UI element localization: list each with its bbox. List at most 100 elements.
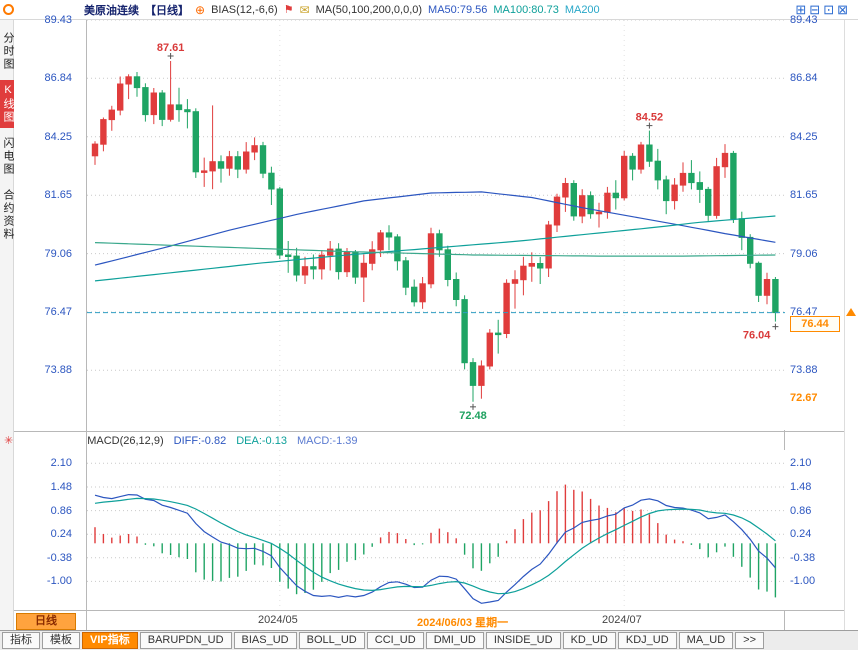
candle-up — [478, 365, 485, 386]
candle-up — [679, 172, 687, 186]
macd-header: ✳ MACD(26,12,9) DIFF:-0.82 DEA:-0.13 MAC… — [0, 432, 858, 449]
candle-down — [772, 279, 779, 314]
macd-title: MACD(26,12,9) — [87, 434, 164, 447]
candle-up — [226, 156, 233, 169]
candle-down — [469, 362, 477, 386]
candle-up — [243, 151, 250, 170]
bottom-toolbar: 指标 模板 VIP指标 BARUPDN_UD BIAS_UD BOLL_UD CCI_UD D… — [0, 630, 858, 650]
candle-down — [436, 233, 443, 251]
macd-axis-label: 0.86 — [790, 505, 812, 517]
pin-icon[interactable]: ⚑ — [283, 4, 294, 16]
sidebar-tab-K线图[interactable]: K线图 — [0, 80, 14, 128]
indicator-tab-BIAS_UD[interactable]: BIAS_UD — [233, 632, 297, 649]
indicator-tab-指标[interactable]: 指标 — [2, 632, 40, 649]
period-tab-daily[interactable]: 日线 — [16, 613, 76, 630]
mail-icon[interactable]: ✉ — [299, 2, 310, 17]
candle-down — [688, 172, 695, 184]
ma200-value-label: MA200 — [564, 3, 600, 16]
candle-down — [646, 144, 653, 162]
candle-down — [184, 109, 191, 113]
current-price-box: 76.44 — [790, 316, 840, 332]
macd-axis-label: 0.86 — [50, 505, 72, 517]
sidebar-tab-分时图[interactable]: 分时图 — [2, 32, 14, 71]
candle-down — [461, 299, 468, 364]
price-annotation: 76.04 — [743, 330, 771, 342]
price-axis-label: 76.47 — [790, 306, 818, 318]
macd-dea-label: DEA:-0.13 — [236, 434, 287, 447]
candle-up — [209, 161, 216, 172]
ma50-value-label: MA50:79.56 — [428, 3, 488, 16]
candle-up — [553, 196, 561, 226]
candle-up — [318, 254, 326, 270]
macd-chart[interactable] — [87, 450, 785, 610]
candle-up — [579, 195, 586, 217]
macd-diff-label: DIFF:-0.82 — [173, 434, 227, 447]
add-indicator-icon[interactable]: ⊕ — [195, 2, 206, 17]
panel-min-price-label: 72.67 — [790, 392, 818, 404]
ma-indicator-label: MA(50,100,200,0,0,0) — [315, 3, 423, 16]
indicator-tab-MA_UD[interactable]: MA_UD — [678, 632, 734, 649]
candle-up — [721, 152, 729, 168]
candle-down — [738, 218, 745, 238]
price-axis-label: 79.06 — [790, 248, 818, 260]
indicator-tab-CCI_UD[interactable]: CCI_UD — [366, 632, 424, 649]
indicator-tab-BOLL_UD[interactable]: BOLL_UD — [298, 632, 365, 649]
candle-up — [251, 145, 258, 153]
candle-down — [663, 179, 670, 202]
candle-down — [629, 155, 636, 170]
diff-line — [94, 493, 776, 604]
multi-window-icon[interactable]: ⊠ — [837, 2, 848, 17]
candle-up — [369, 249, 376, 264]
candle-up — [562, 183, 569, 198]
price-axis-label: 89.43 — [790, 14, 818, 26]
candle-down — [747, 236, 754, 264]
candle-up — [301, 266, 309, 276]
candlestick-chart[interactable]: 87.61 84.52 72.48 76.04 — [87, 20, 785, 430]
x-axis-row: 日线 2024/05 2024/07 2024/06/03 星期一 — [0, 611, 858, 630]
split-window-icon[interactable]: ⊟ — [809, 2, 821, 17]
candle-up — [511, 279, 519, 284]
indicator-tab-KDJ_UD[interactable]: KDJ_UD — [617, 632, 677, 649]
candle-up — [327, 248, 334, 256]
indicator-settings-icon[interactable]: ✳ — [4, 435, 14, 447]
indicator-tab-KD_UD[interactable]: KD_UD — [562, 632, 616, 649]
sidebar-tab-闪电图[interactable]: 闪电图 — [2, 137, 14, 176]
candle-down — [142, 87, 149, 116]
candle-down — [133, 76, 141, 89]
candle-down — [192, 111, 199, 173]
x-axis-label: 2024/05 — [258, 614, 298, 626]
indicator-tab-BARUPDN_UD[interactable]: BARUPDN_UD — [139, 632, 232, 649]
candle-down — [730, 152, 737, 220]
price-annotation: 72.48 — [459, 410, 487, 422]
candle-down — [444, 249, 452, 281]
indicator-tab-DMI_UD[interactable]: DMI_UD — [425, 632, 484, 649]
indicator-tab-模板[interactable]: 模板 — [42, 632, 80, 649]
candle-up — [520, 265, 527, 281]
grid-window-icon[interactable]: ⊞ — [795, 2, 807, 17]
candle-down — [385, 232, 393, 238]
panel-divider-top — [14, 431, 845, 432]
candle-down — [705, 188, 712, 216]
candle-down — [654, 160, 661, 181]
candle-up — [150, 92, 157, 116]
app-icon[interactable] — [3, 4, 14, 15]
candle-down — [268, 172, 275, 190]
indicator-tab-INSIDE_UD[interactable]: INSIDE_UD — [485, 632, 561, 649]
candle-down — [259, 145, 267, 174]
candle-up — [545, 224, 552, 269]
candle-down — [587, 195, 594, 215]
current-price-arrow-icon[interactable] — [846, 308, 856, 316]
macd-axis-label: 1.48 — [790, 481, 812, 493]
price-axis-label: 73.88 — [44, 364, 72, 376]
candle-up — [117, 83, 124, 111]
indicator-tab-VIP指标[interactable]: VIP指标 — [82, 632, 138, 649]
sidebar-tab-合约资料[interactable]: 合约资料 — [2, 189, 14, 241]
candle-up — [125, 76, 132, 85]
price-axis-label: 84.25 — [790, 131, 818, 143]
x-axis-label-selected: 2024/06/03 星期一 — [417, 617, 509, 629]
price-axis-label: 81.65 — [790, 189, 818, 201]
ma50-line — [94, 191, 776, 266]
ma200-line — [94, 242, 776, 257]
pane-window-icon[interactable]: ⊡ — [823, 2, 835, 17]
indicator-tab->>[interactable]: >> — [735, 632, 765, 649]
